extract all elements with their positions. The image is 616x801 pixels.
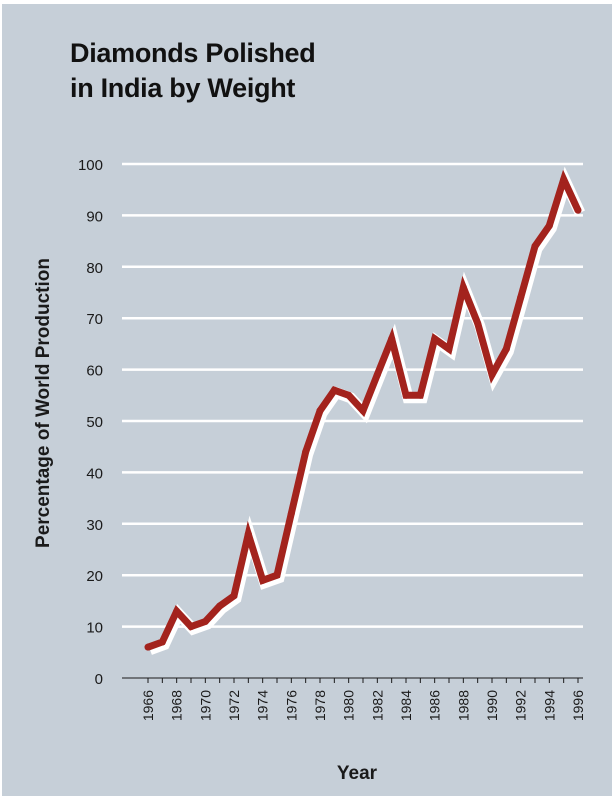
series-line-outline (148, 166, 585, 655)
y-tick-label-60: 60 (86, 363, 103, 380)
x-tick-label-1978: 1978 (312, 690, 328, 721)
data-point-1969 (187, 623, 195, 631)
y-tick-label-10: 10 (86, 620, 103, 637)
data-point-1993 (531, 242, 539, 250)
data-point-1967 (158, 638, 166, 646)
x-tick-label-1976: 1976 (283, 690, 299, 721)
x-tick-label-1980: 1980 (341, 690, 357, 721)
data-point-1976 (287, 510, 295, 518)
y-tick-label-20: 20 (86, 568, 103, 585)
y-tick-label-40: 40 (86, 465, 103, 482)
data-point-1982 (373, 371, 381, 379)
data-point-1971 (216, 602, 224, 610)
series (144, 166, 585, 655)
data-point-1974 (259, 576, 267, 584)
data-point-1981 (359, 407, 367, 415)
y-tick-labels: 0 10 20 30 40 50 60 70 80 90 100 (78, 157, 103, 688)
chart-title-line-1: Diamonds Polished (70, 38, 316, 68)
x-tick-label-1970: 1970 (197, 690, 213, 721)
data-point-1968 (173, 607, 181, 615)
x-tick-label-1988: 1988 (455, 690, 471, 721)
x-axis (122, 677, 583, 683)
x-tick-label-1968: 1968 (169, 690, 185, 721)
x-tick-label-1972: 1972 (226, 690, 242, 721)
data-point-1983 (388, 335, 396, 343)
y-tick-label-30: 30 (86, 517, 103, 534)
data-point-1992 (517, 294, 525, 302)
x-tick-label-1966: 1966 (140, 690, 156, 721)
y-tick-label-0: 0 (95, 671, 103, 688)
gridlines (122, 162, 583, 628)
y-tick-label-50: 50 (86, 414, 103, 431)
data-point-1972 (230, 592, 238, 600)
chart-title-line-2: in India by Weight (70, 73, 296, 103)
data-point-1989 (474, 319, 482, 327)
data-point-1988 (459, 283, 467, 291)
x-tick-label-1984: 1984 (398, 690, 414, 721)
x-tick-label-1982: 1982 (369, 690, 385, 721)
x-tick-label-1990: 1990 (484, 690, 500, 721)
data-point-1977 (302, 448, 310, 456)
data-point-1980 (345, 391, 353, 399)
data-point-1985 (416, 391, 424, 399)
data-point-1966 (144, 643, 152, 651)
chart-panel (2, 4, 612, 796)
x-tick-label-1992: 1992 (513, 690, 529, 721)
x-tick-label-1986: 1986 (427, 690, 443, 721)
data-point-1975 (273, 571, 281, 579)
data-point-1970 (201, 617, 209, 625)
y-tick-label-90: 90 (86, 208, 103, 225)
data-point-1987 (445, 345, 453, 353)
y-axis-label: Percentage of World Production (33, 258, 54, 548)
x-tick-label-1974: 1974 (255, 690, 271, 721)
data-point-1996 (574, 206, 582, 214)
x-axis-label: Year (337, 763, 378, 784)
chart-title: Diamonds Polished in India by Weight (70, 36, 316, 106)
y-tick-label-80: 80 (86, 260, 103, 277)
data-point-1978 (316, 407, 324, 415)
data-point-1984 (402, 391, 410, 399)
x-tick-label-1994: 1994 (541, 690, 557, 721)
x-tick-labels: 1966 1968 1970 1972 1974 1976 1978 1980 1982 1984… (140, 690, 586, 721)
data-point-1994 (545, 222, 553, 230)
data-point-1986 (431, 335, 439, 343)
y-tick-label-70: 70 (86, 311, 103, 328)
x-tick-label-1996: 1996 (570, 690, 586, 721)
data-point-1991 (502, 345, 510, 353)
data-point-1995 (560, 175, 568, 183)
data-point-1990 (488, 371, 496, 379)
data-point-1973 (244, 530, 252, 538)
data-point-1979 (330, 386, 338, 394)
y-tick-label-100: 100 (78, 157, 103, 174)
